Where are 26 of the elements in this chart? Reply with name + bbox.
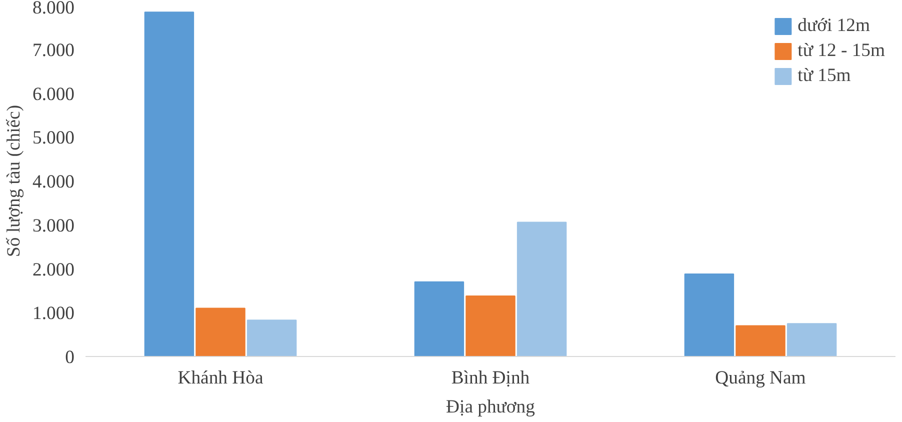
bar [196, 308, 246, 356]
bar [414, 281, 464, 356]
bar [736, 325, 786, 356]
y-tick-label: 2.000 [32, 259, 75, 280]
bar [684, 274, 734, 356]
x-tick-label: Khánh Hòa [178, 368, 264, 388]
y-tick-label: 4.000 [32, 172, 75, 192]
y-tick-label: 8.000 [32, 0, 75, 18]
legend-label: từ 12 - 15m [798, 40, 885, 62]
bar [516, 222, 567, 356]
legend-label: dưới 12m [798, 15, 870, 37]
y-tick-label: 6.000 [32, 84, 75, 105]
x-axis-title: Địa phương [446, 396, 535, 418]
y-axis-title: Số lượng tàu (chiếc) [4, 104, 25, 258]
legend-label: từ 15m [798, 65, 851, 87]
bar [144, 12, 194, 356]
y-tick-label: 7.000 [32, 40, 75, 61]
y-tick-label: 1.000 [32, 303, 75, 324]
bar [786, 323, 837, 356]
y-tick-label: 5.000 [32, 128, 75, 149]
y-tick-label: 0 [65, 347, 74, 368]
y-tick-label: 3.000 [32, 215, 75, 236]
x-tick-label: Bình Định [451, 368, 530, 388]
bar [246, 320, 297, 356]
bar [466, 295, 516, 356]
x-tick-label: Quảng Nam [715, 368, 806, 388]
